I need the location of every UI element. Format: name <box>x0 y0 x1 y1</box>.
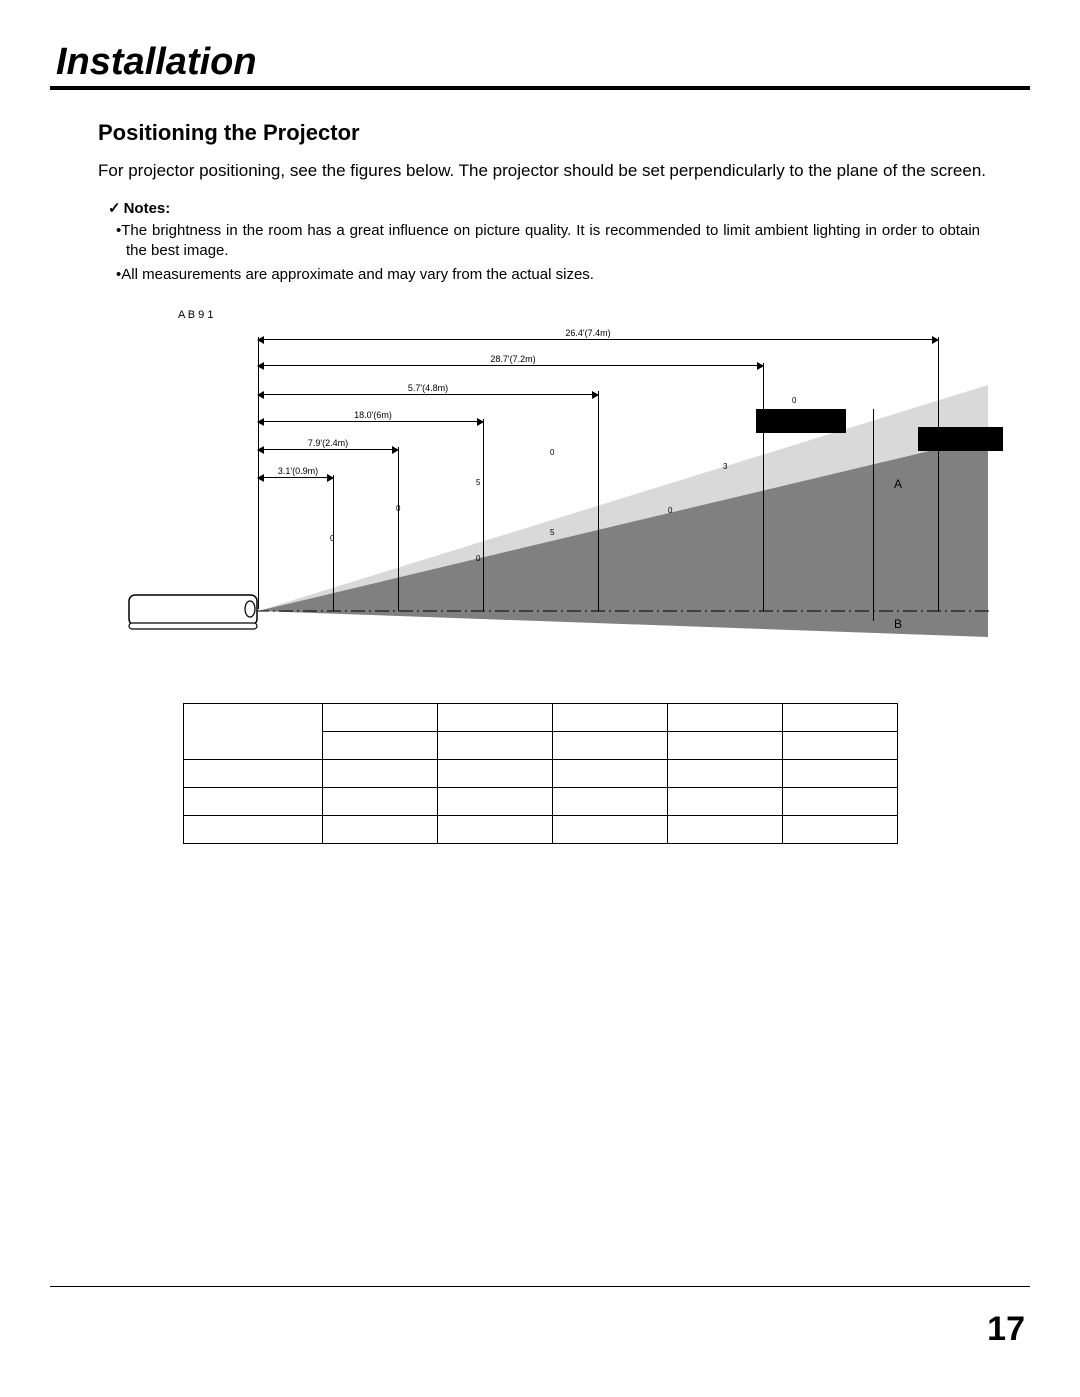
table-header <box>782 704 897 732</box>
table-cell <box>667 732 782 760</box>
table-row <box>183 816 897 844</box>
guide-line <box>763 363 764 611</box>
guide-line <box>398 447 399 611</box>
table-cell <box>438 732 553 760</box>
table-header <box>438 704 553 732</box>
diagram-value: 0 <box>396 505 400 513</box>
table-cell <box>782 732 897 760</box>
table-cell <box>438 788 553 816</box>
distance-table <box>183 703 898 844</box>
table-header <box>183 704 323 732</box>
notes-heading: Notes: <box>108 199 980 217</box>
page-number: 17 <box>987 1310 1025 1349</box>
diagram-value: 5 <box>476 479 480 487</box>
distance-arrow <box>258 421 483 422</box>
distance-arrow <box>258 394 598 395</box>
table-cell <box>323 732 438 760</box>
table-cell <box>552 760 667 788</box>
table-cell <box>183 788 323 816</box>
footer-rule <box>50 1286 1030 1287</box>
table-cell <box>552 816 667 844</box>
distance-arrow <box>258 449 398 450</box>
page-title: Installation <box>50 40 1030 86</box>
distance-label: 7.9'(2.4m) <box>306 438 350 448</box>
center-axis <box>183 608 993 614</box>
table-cell <box>183 732 323 760</box>
guide-line <box>938 337 939 611</box>
table-cell <box>667 816 782 844</box>
table-row <box>183 760 897 788</box>
table-cell <box>183 816 323 844</box>
note-item: All measurements are approximate and may… <box>126 265 980 285</box>
table-row <box>183 732 897 760</box>
dimension-label: A <box>894 477 902 491</box>
distance-label: 3.1'(0.9m) <box>276 466 320 476</box>
diagram-value: 3 <box>723 463 727 471</box>
diagram-value: 0 <box>330 535 334 543</box>
distance-arrow <box>258 477 333 478</box>
distance-arrow <box>258 365 763 366</box>
table-cell <box>323 816 438 844</box>
screen-icon <box>918 427 1003 451</box>
distance-arrow <box>258 339 938 340</box>
table-cell <box>782 760 897 788</box>
table-row <box>183 788 897 816</box>
note-item: The brightness in the room has a great i… <box>126 221 980 262</box>
projector-icon <box>128 587 258 635</box>
table-cell <box>438 760 553 788</box>
section-subtitle: Positioning the Projector <box>98 120 1030 146</box>
guide-line <box>598 391 599 611</box>
screen-icon <box>756 409 846 433</box>
guide-line <box>873 409 874 621</box>
table-cell <box>183 760 323 788</box>
projection-diagram: A B 9 126.4'(7.4m)28.7'(7.2m)5.7'(4.8m)1… <box>118 309 988 669</box>
table-cell <box>782 788 897 816</box>
diagram-value: 0 <box>476 555 480 563</box>
table-cell <box>782 816 897 844</box>
diagram-value: 0 <box>668 507 672 515</box>
diagram-value: 0 <box>954 427 958 435</box>
guide-line <box>483 419 484 611</box>
table-cell <box>667 760 782 788</box>
dimension-label: B <box>894 617 902 631</box>
intro-paragraph: For projector positioning, see the figur… <box>98 160 1000 183</box>
table-cell <box>323 760 438 788</box>
table-cell <box>552 732 667 760</box>
guide-line <box>333 475 334 611</box>
table-cell <box>323 788 438 816</box>
distance-label: 26.4'(7.4m) <box>563 328 612 338</box>
table-cell <box>552 788 667 816</box>
table-header <box>667 704 782 732</box>
table-cell <box>667 788 782 816</box>
distance-label: 28.7'(7.2m) <box>488 354 537 364</box>
diagram-value: 0 <box>550 449 554 457</box>
diagram-value: 0 <box>792 397 796 405</box>
table-cell <box>438 816 553 844</box>
guide-line <box>258 337 259 609</box>
distance-label: 5.7'(4.8m) <box>406 383 450 393</box>
table-header <box>323 704 438 732</box>
distance-label: 18.0'(6m) <box>352 410 394 420</box>
table-header <box>552 704 667 732</box>
diagram-value: 5 <box>550 529 554 537</box>
